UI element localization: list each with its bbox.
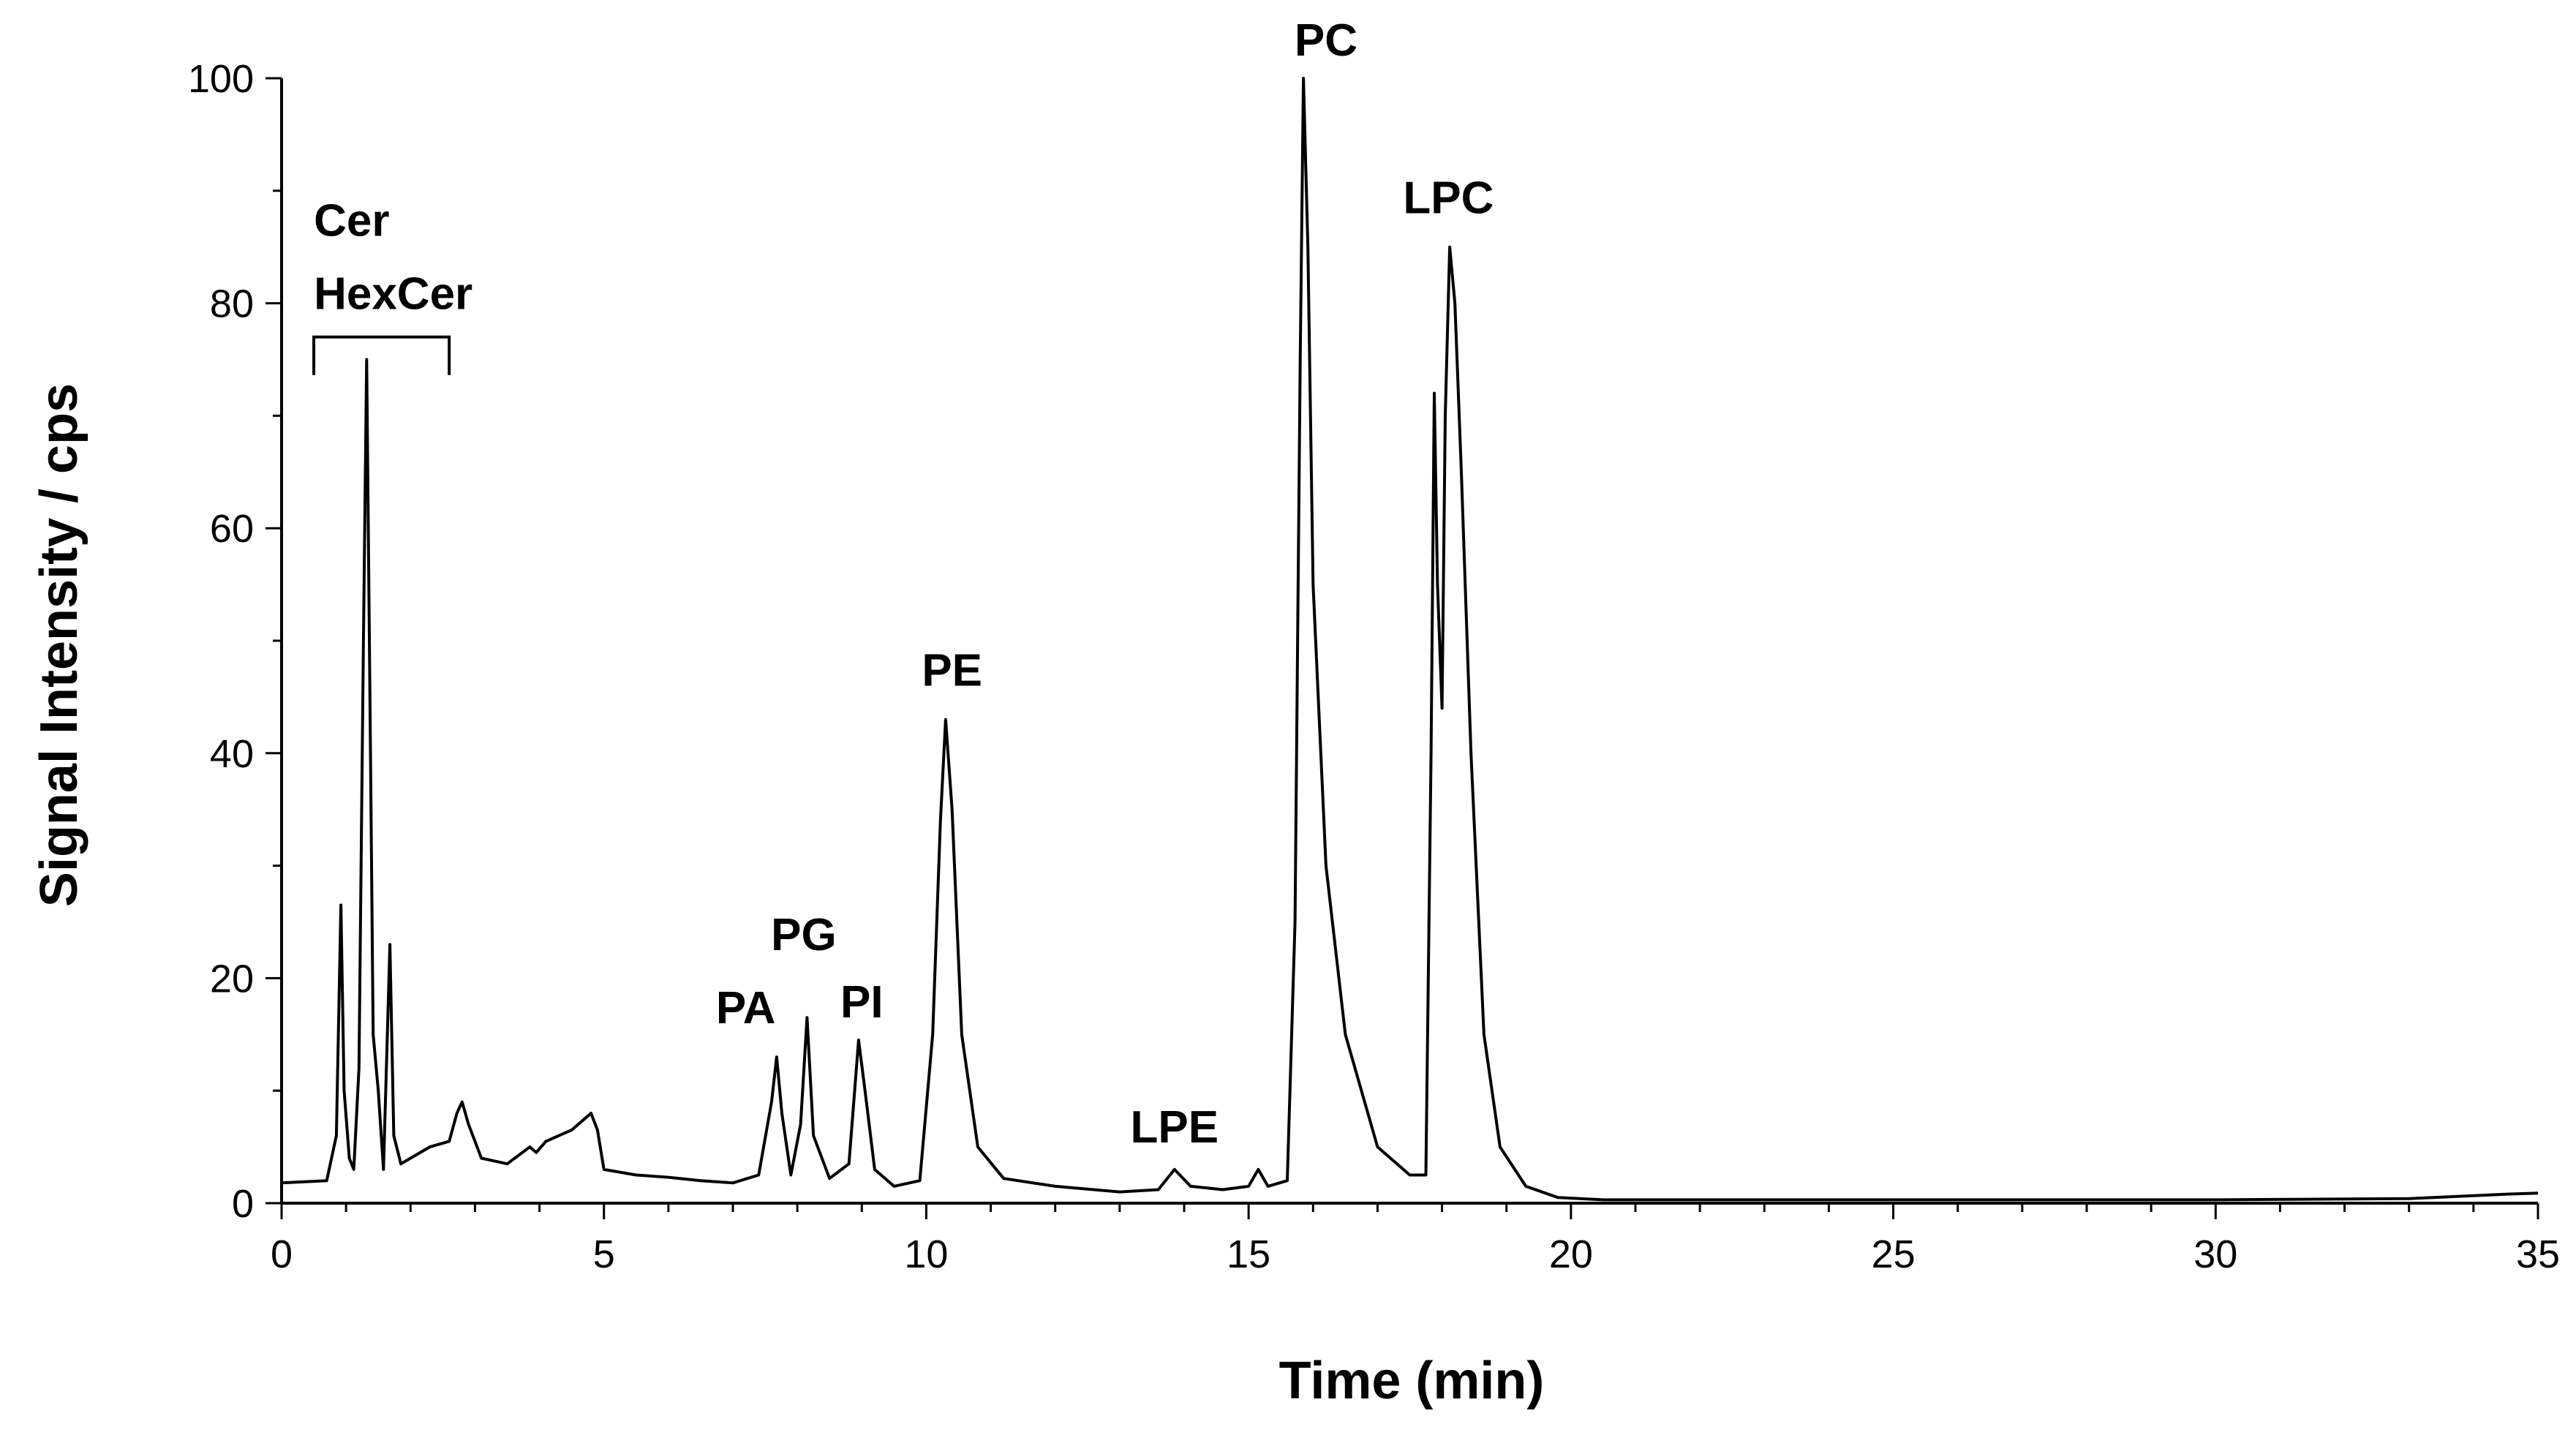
cer-hexcer-bracket — [312, 335, 451, 375]
peak-label-hexcer: HexCer — [314, 268, 472, 319]
x-tick-label: 5 — [593, 1232, 615, 1276]
peak-label-pa: PA — [716, 983, 776, 1033]
peak-label-pc: PC — [1295, 15, 1357, 66]
x-tick-label: 30 — [2193, 1232, 2237, 1276]
x-axis-title: Time (min) — [1279, 1352, 1545, 1410]
y-tick-label: 40 — [210, 732, 254, 776]
x-tick-label: 25 — [1872, 1232, 1916, 1276]
x-tick-label: 20 — [1549, 1232, 1593, 1276]
x-tick-label: 10 — [904, 1232, 948, 1276]
x-tick-label: 0 — [271, 1232, 293, 1276]
y-tick-label: 0 — [232, 1182, 254, 1226]
y-tick-label: 100 — [188, 57, 254, 101]
peak-label-pe: PE — [922, 646, 982, 696]
peak-label-lpc: LPC — [1403, 173, 1494, 224]
y-tick-label: 20 — [210, 957, 254, 1001]
peak-label-pi: PI — [840, 977, 884, 1028]
y-tick-label: 60 — [210, 507, 254, 551]
y-axis-title: Signal Intensity / cps — [30, 383, 88, 907]
y-tick-label: 80 — [210, 282, 254, 326]
x-axis: 0 5 10 15 20 25 30 35 — [271, 1202, 2560, 1276]
y-axis: 0 20 40 60 80 100 — [188, 57, 283, 1226]
peak-label-lpe: LPE — [1130, 1102, 1219, 1153]
x-tick-label: 15 — [1227, 1232, 1270, 1276]
peak-label-cer: Cer — [314, 195, 389, 246]
peak-label-pg: PG — [771, 910, 837, 960]
x-tick-label: 35 — [2516, 1232, 2560, 1276]
signal-trace-line — [281, 77, 2539, 1202]
